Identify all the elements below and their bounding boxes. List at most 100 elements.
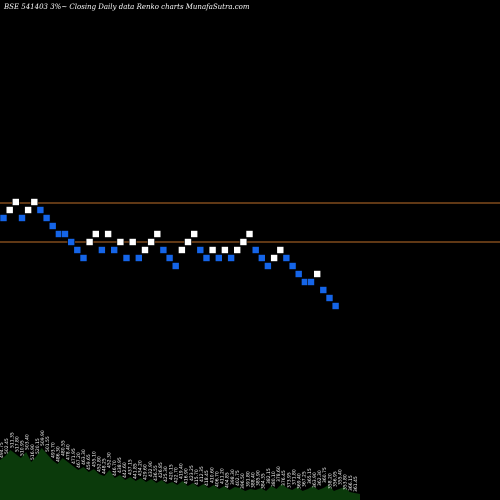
brick-down [36, 206, 45, 214]
brick-down [282, 254, 291, 262]
volume-label: 425.30 [163, 466, 169, 482]
brick-down [18, 214, 26, 222]
volume-label: 511.35 [9, 432, 15, 448]
volume-label: 452.30 [107, 452, 113, 468]
brick-up [245, 230, 254, 238]
brick-up [104, 230, 112, 238]
volume-label: 448.25 [102, 458, 108, 474]
volume-area [0, 448, 360, 500]
volume-label: 378.60 [276, 466, 282, 482]
brick-down [0, 214, 8, 222]
brick-down [159, 246, 168, 254]
brick-down [171, 262, 180, 270]
brick-down [202, 254, 211, 262]
brick-down [67, 238, 75, 246]
volume-label: 361.45 [353, 476, 359, 492]
volume-label: 520.15 [35, 438, 41, 454]
volume-label: 398.30 [230, 469, 236, 485]
brick-down [227, 254, 235, 262]
volume-label: 437.15 [127, 459, 133, 475]
volume-label: 369.40 [297, 473, 303, 489]
brick-up [208, 246, 217, 254]
brick-down [61, 230, 69, 238]
volume-label: 478.40 [66, 444, 72, 460]
volume-fill [0, 448, 360, 500]
reference-lines [0, 202, 500, 243]
volume-label: 355.40 [338, 469, 344, 485]
brick-down [122, 254, 131, 262]
volume-label: 517.80 [14, 436, 20, 452]
brick-down [288, 262, 297, 270]
volume-label: 356.95 [333, 471, 339, 487]
volume-label: 480.55 [61, 440, 67, 456]
brick-up [270, 254, 278, 262]
volume-label: 362.30 [317, 470, 323, 486]
brick-up [233, 246, 241, 254]
brick-up [5, 206, 14, 214]
volume-label: 442.60 [122, 462, 128, 478]
volume-label: 509.90 [40, 430, 46, 446]
volume-label: 388.40 [250, 472, 256, 488]
volume-label: 367.25 [302, 471, 308, 487]
volume-label: 510.95 [20, 440, 26, 456]
volume-label: 446.70 [112, 460, 118, 476]
volume-label: 376.45 [281, 470, 287, 486]
volume-label: 411.20 [220, 468, 226, 484]
volume-label: 467.20 [76, 452, 82, 468]
volume-label: 366.15 [348, 475, 354, 491]
brick-down [98, 246, 106, 254]
brick-up [141, 246, 149, 254]
volume-label: 471.95 [71, 448, 77, 464]
brick-down [307, 278, 315, 286]
brick-down [319, 286, 328, 294]
volume-label: 415.70 [194, 469, 200, 485]
volume-label: 396.50 [240, 473, 246, 489]
volume-label: 422.70 [173, 467, 179, 483]
brick-down [257, 254, 266, 262]
volume-label: 494.75 [0, 442, 5, 458]
brick-down [165, 254, 174, 262]
volume-label: 416.90 [184, 468, 190, 484]
volume-label: 432.90 [148, 461, 154, 477]
brick-up [12, 198, 20, 206]
volume-label: 410.60 [209, 467, 215, 483]
brick-down [79, 254, 88, 262]
brick-up [313, 270, 322, 278]
brick-up [221, 246, 229, 254]
volume-label: 419.40 [179, 463, 185, 479]
volume-label: 438.95 [117, 457, 123, 473]
volume-label: 436.55 [153, 465, 159, 481]
volume-label: 404.85 [225, 472, 231, 488]
volume-label: 429.60 [143, 464, 149, 480]
brick-up [184, 238, 192, 246]
volume-label: 426.85 [158, 462, 164, 478]
volume-label: 384.35 [261, 473, 267, 489]
brick-down [294, 270, 303, 278]
volume-label: 502.45 [4, 438, 10, 454]
volume-label: 380.10 [271, 471, 277, 487]
brick-down [110, 246, 118, 254]
volume-label: 463.30 [81, 449, 87, 465]
volume-label: 418.45 [204, 470, 210, 486]
brick-down [215, 254, 223, 262]
brick-down [264, 262, 272, 270]
brick-up [85, 238, 94, 246]
brick-up [153, 230, 162, 238]
volume-label: 441.85 [132, 463, 138, 479]
volume-label: 455.10 [91, 451, 97, 467]
volume-label: 434.20 [138, 460, 144, 476]
brick-down [135, 254, 143, 262]
brick-down [48, 222, 57, 230]
brick-down [331, 302, 340, 310]
volume-label: 452.80 [97, 456, 103, 472]
brick-up [147, 238, 155, 246]
volume-label: 363.90 [312, 472, 318, 488]
brick-up [116, 238, 125, 246]
volume-label: 420.15 [168, 464, 174, 480]
brick-up [178, 246, 186, 254]
brick-up [92, 230, 100, 238]
volume-label: 358.20 [327, 473, 333, 489]
volume-label: 391.80 [245, 471, 251, 487]
volume-label: 353.80 [343, 474, 349, 490]
